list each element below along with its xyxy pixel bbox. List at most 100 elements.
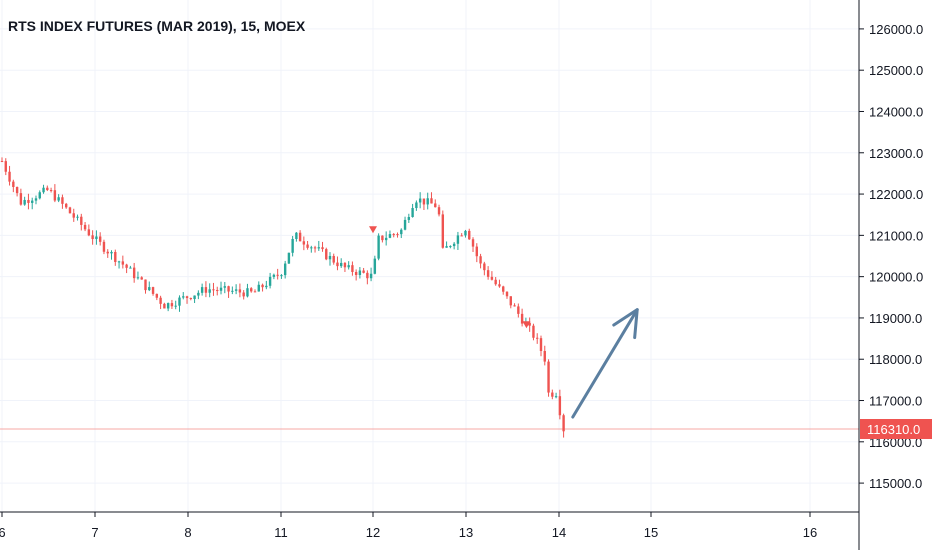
candle <box>102 239 106 255</box>
candle-body <box>117 261 121 263</box>
candle <box>4 158 7 176</box>
candle <box>403 216 407 231</box>
candle-body <box>445 246 448 248</box>
candle-body <box>475 246 478 257</box>
candle <box>306 240 309 250</box>
candle <box>68 206 72 214</box>
candle <box>358 267 362 279</box>
candle <box>362 267 365 274</box>
candle-body <box>313 247 317 249</box>
candle-body <box>140 277 143 280</box>
trend-arrow[interactable] <box>571 308 639 419</box>
candle <box>509 296 512 309</box>
time-tick-label: 15 <box>644 525 658 540</box>
candle <box>185 295 189 304</box>
grid <box>0 0 859 512</box>
arrow-head[interactable] <box>612 308 639 340</box>
candle-body <box>547 361 550 393</box>
candle <box>95 230 98 245</box>
candle <box>87 224 91 237</box>
candle-body <box>98 236 102 242</box>
candle-body <box>321 247 324 250</box>
candle-body <box>509 296 512 306</box>
candle-body <box>490 276 494 280</box>
arrow-shaft[interactable] <box>571 308 639 419</box>
chart-title: RTS INDEX FUTURES (MAR 2019), 15, MOEX <box>8 18 306 34</box>
candle <box>208 283 211 298</box>
candle-body <box>494 279 497 285</box>
candle-body <box>411 208 414 217</box>
candle <box>445 241 448 248</box>
candle-body <box>193 295 196 300</box>
candle <box>388 230 392 239</box>
time-tick-label: 14 <box>552 525 566 540</box>
candle-body <box>483 263 486 271</box>
candle <box>310 245 313 253</box>
candle-body <box>129 267 132 269</box>
price-tick-label: 115000.0 <box>869 476 922 491</box>
candle-body <box>532 325 535 338</box>
last-price-badge-bg <box>860 419 932 440</box>
candle-body <box>155 293 159 298</box>
candle <box>464 229 467 238</box>
candle <box>140 276 143 280</box>
candle <box>558 389 562 420</box>
candle <box>178 295 181 312</box>
candle <box>283 260 287 279</box>
candle <box>46 185 49 192</box>
candle-body <box>343 262 347 268</box>
candle <box>295 232 298 242</box>
candle <box>471 237 475 252</box>
candle <box>366 270 369 285</box>
candle <box>110 250 113 260</box>
candle <box>268 272 272 289</box>
candle-body <box>407 216 411 220</box>
price-axis[interactable]: 115000.0116000.0117000.0118000.0119000.0… <box>859 22 923 491</box>
candle-body <box>91 235 94 240</box>
candle-body <box>295 232 298 239</box>
candle <box>8 165 11 186</box>
candle-body <box>231 290 234 292</box>
candle-body <box>351 265 354 272</box>
candle <box>328 252 332 266</box>
candle <box>407 213 411 223</box>
candle <box>332 253 335 265</box>
candle-body <box>197 292 200 296</box>
time-axis[interactable]: 6 7 8 11 12 13 14 15 16 <box>0 512 817 540</box>
candle-body <box>246 288 249 297</box>
candle-body <box>87 229 91 236</box>
candle-body <box>513 305 516 307</box>
candle <box>132 262 136 283</box>
time-tick-label: 13 <box>459 525 473 540</box>
candle-body <box>219 287 223 291</box>
price-tick-label: 124000.0 <box>869 104 923 119</box>
candle-body <box>430 198 433 204</box>
candle <box>27 193 30 210</box>
candle <box>227 285 230 298</box>
candle-body <box>422 198 426 205</box>
candle <box>98 232 102 246</box>
candle-body <box>83 224 87 230</box>
candle <box>562 413 565 438</box>
candle-body <box>12 181 15 187</box>
candle-body <box>159 297 162 304</box>
candle <box>494 277 497 286</box>
candle-body <box>257 284 260 292</box>
candle-body <box>61 197 64 204</box>
price-tick-label: 125000.0 <box>869 63 923 78</box>
candle <box>441 210 445 249</box>
candle-body <box>283 263 287 276</box>
candle-body <box>415 202 418 209</box>
candle-body <box>234 289 238 291</box>
candle-body <box>400 229 403 235</box>
candle-body <box>238 289 242 293</box>
candle-body <box>110 251 113 254</box>
candle-body <box>562 415 565 432</box>
candle-body <box>121 261 125 265</box>
candle-body <box>306 244 309 248</box>
candle-body <box>449 246 452 248</box>
candle-body <box>208 289 211 293</box>
candle-body <box>464 230 467 236</box>
